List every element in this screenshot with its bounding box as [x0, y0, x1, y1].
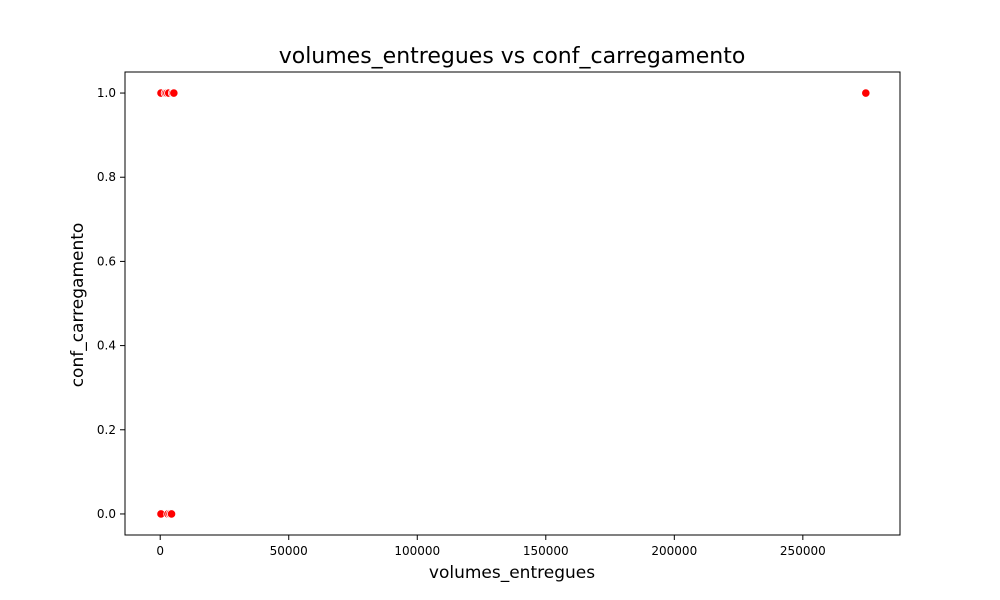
- data-point: [169, 88, 179, 98]
- y-axis-label: conf_carregamento: [68, 223, 88, 388]
- y-tick-label: 0.2: [97, 423, 116, 437]
- x-tick-label: 100000: [394, 544, 440, 558]
- y-tick-label: 0.0: [97, 507, 116, 521]
- y-tick-label: 0.6: [97, 254, 116, 268]
- x-tick-label: 200000: [651, 544, 697, 558]
- y-tick-label: 0.4: [97, 339, 116, 353]
- x-tick-label: 250000: [780, 544, 826, 558]
- data-point: [861, 88, 871, 98]
- x-axis: 0 50000 100000 150000 200000 250000: [156, 535, 826, 558]
- chart-title: volumes_entregues vs conf_carregamento: [279, 44, 746, 69]
- y-axis: 0.0 0.2 0.4 0.6 0.8 1.0: [97, 86, 125, 521]
- y-tick-label: 0.8: [97, 170, 116, 184]
- x-axis-label: volumes_entregues: [429, 563, 595, 583]
- data-point: [166, 509, 177, 519]
- x-tick-label: 0: [156, 544, 164, 558]
- y-tick-label: 1.0: [97, 86, 116, 100]
- plot-area-frame: [124, 71, 901, 536]
- x-tick-label: 50000: [270, 544, 308, 558]
- points-layer: [155, 88, 871, 519]
- x-tick-label: 150000: [523, 544, 569, 558]
